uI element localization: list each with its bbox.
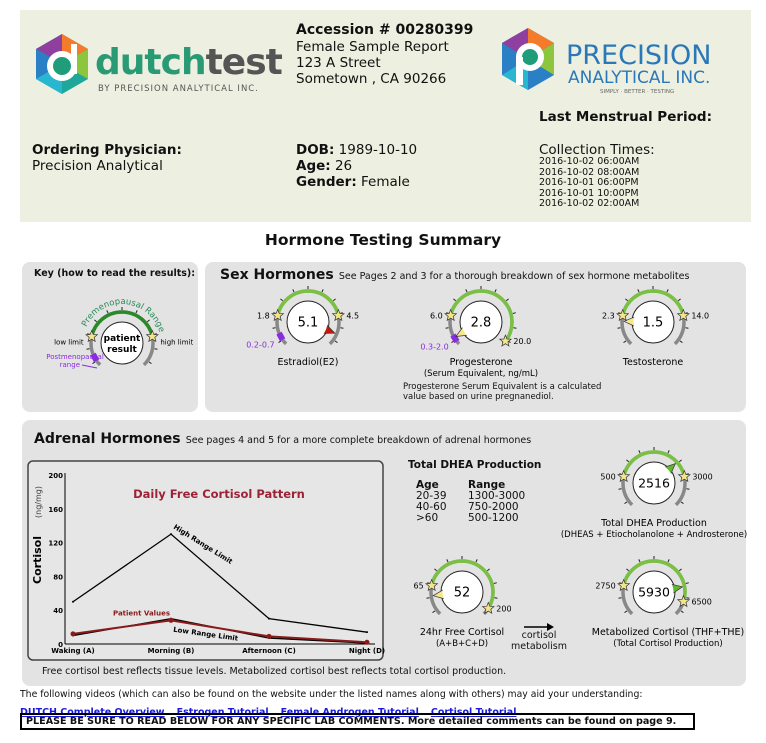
- x-tick-label: Waking (A): [51, 647, 95, 655]
- report-header: dutchtest BY PRECISION ANALYTICAL INC. A…: [20, 10, 751, 222]
- page-title: Hormone Testing Summary: [264, 231, 502, 249]
- chart-title: Daily Free Cortisol Pattern: [133, 487, 305, 501]
- svg-text:SIMPLY · BETTER · TESTING: SIMPLY · BETTER · TESTING: [600, 89, 674, 95]
- svg-text:PRECISION: PRECISION: [566, 40, 711, 71]
- link-cortisol-tutorial[interactable]: Cortisol Tutorial: [430, 707, 517, 718]
- dhea-age-range-table: Age Range 20-39 1300-3000 40-60 750-2000 >6…: [416, 479, 526, 524]
- y-tick-label: 0: [58, 641, 63, 649]
- progesterone-note: Progesterone Serum Equivalent is a calcu…: [403, 382, 602, 402]
- key-panel: Key (how to read the results):: [22, 262, 198, 412]
- y-tick-label: 160: [48, 506, 63, 514]
- table-row: 20-39 1300-3000: [416, 490, 526, 502]
- gender: Gender: Female: [296, 174, 410, 190]
- dob: DOB: 1989-10-10: [296, 142, 418, 158]
- cortisol-chart: 0 40 80 120 160 200 Waking (A) Morning (B) After…: [27, 460, 385, 661]
- dhea-table-title: Total DHEA Production: [408, 459, 542, 471]
- table-row: 40-60 750-2000: [416, 501, 519, 513]
- arrow-right-icon: [524, 623, 554, 631]
- svg-text:BY PRECISION ANALYTICAL INC.: BY PRECISION ANALYTICAL INC.: [98, 84, 259, 94]
- data-point: [72, 600, 74, 603]
- address-line-1: 123 A Street: [296, 55, 381, 71]
- adrenal-hormones-subtitle: See pages 4 and 5 for a more complete br…: [185, 435, 532, 446]
- precision-analytical-logo: PRECISION ANALYTICAL INC. SIMPLY · BETTE…: [502, 28, 711, 95]
- y-tick-label: 120: [48, 540, 63, 548]
- link-female-androgen-tutorial[interactable]: Female Androgen Tutorial: [280, 707, 419, 718]
- data-point: [266, 633, 272, 639]
- y-tick-label: 80: [53, 573, 63, 581]
- data-point: [170, 533, 172, 536]
- accession-number: Accession # 00280399: [296, 22, 474, 38]
- ordering-physician: Precision Analytical: [32, 158, 163, 174]
- address-line-2: Sometown , CA 90266: [296, 71, 447, 87]
- x-tick-label: Afternoon (C): [242, 647, 296, 655]
- data-point: [364, 639, 370, 645]
- y-axis-unit: (ng/mg): [34, 486, 43, 518]
- adrenal-hormones-title: Adrenal Hormones: [34, 431, 181, 447]
- video-links: DUTCH Complete Overview Estrogen Tutorial…: [20, 700, 528, 719]
- cortisol-caption: Free cortisol best reflects tissue level…: [42, 666, 507, 677]
- y-tick-label: 40: [53, 607, 63, 615]
- dutchtest-logo: dutchtest BY PRECISION ANALYTICAL INC.: [36, 34, 284, 94]
- x-tick-label: Morning (B): [148, 647, 195, 655]
- last-menstrual-period-label: Last Menstrual Period:: [539, 109, 712, 125]
- ordering-physician-label: Ordering Physician:: [32, 142, 182, 158]
- sex-hormones-panel: Sex Hormones See Pages 2 and 3 for a tho…: [205, 262, 746, 412]
- svg-text:dutchtest: dutchtest: [95, 42, 283, 83]
- link-dutch-overview[interactable]: DUTCH Complete Overview: [20, 707, 165, 718]
- y-axis-label: Cortisol: [31, 536, 44, 584]
- y-tick-label: 200: [48, 472, 63, 480]
- sex-hormones-subtitle: See Pages 2 and 3 for a thorough breakdo…: [338, 271, 690, 282]
- data-point: [70, 631, 76, 637]
- videos-intro: The following videos (which can also be …: [20, 689, 643, 700]
- link-estrogen-tutorial[interactable]: Estrogen Tutorial: [176, 707, 269, 718]
- series-line-high-range-limit: [72, 533, 368, 633]
- age: Age: 26: [296, 158, 353, 174]
- lab-comments-notice: PLEASE BE SURE TO READ BELOW FOR ANY SPE…: [20, 713, 695, 730]
- key-title: Key (how to read the results):: [34, 268, 196, 279]
- data-point: [366, 631, 368, 634]
- collection-times: 2016-10-02 06:00AM 2016-10-02 08:00AM 2016…: [539, 156, 640, 209]
- sex-hormones-title: Sex Hormones: [220, 267, 334, 283]
- data-point: [168, 617, 174, 623]
- series-label: Patient Values: [113, 609, 170, 617]
- collection-times-label: Collection Times:: [539, 142, 655, 158]
- cortisol-metabolism-label: cortisol metabolism: [511, 630, 567, 652]
- table-row: >60 500-1200: [416, 512, 519, 524]
- x-tick-label: Night (D): [349, 647, 385, 655]
- report-type: Female Sample Report: [296, 39, 449, 55]
- data-point: [268, 617, 270, 620]
- series-line-patient-values: [72, 619, 368, 644]
- svg-text:ANALYTICAL INC.: ANALYTICAL INC.: [568, 68, 710, 88]
